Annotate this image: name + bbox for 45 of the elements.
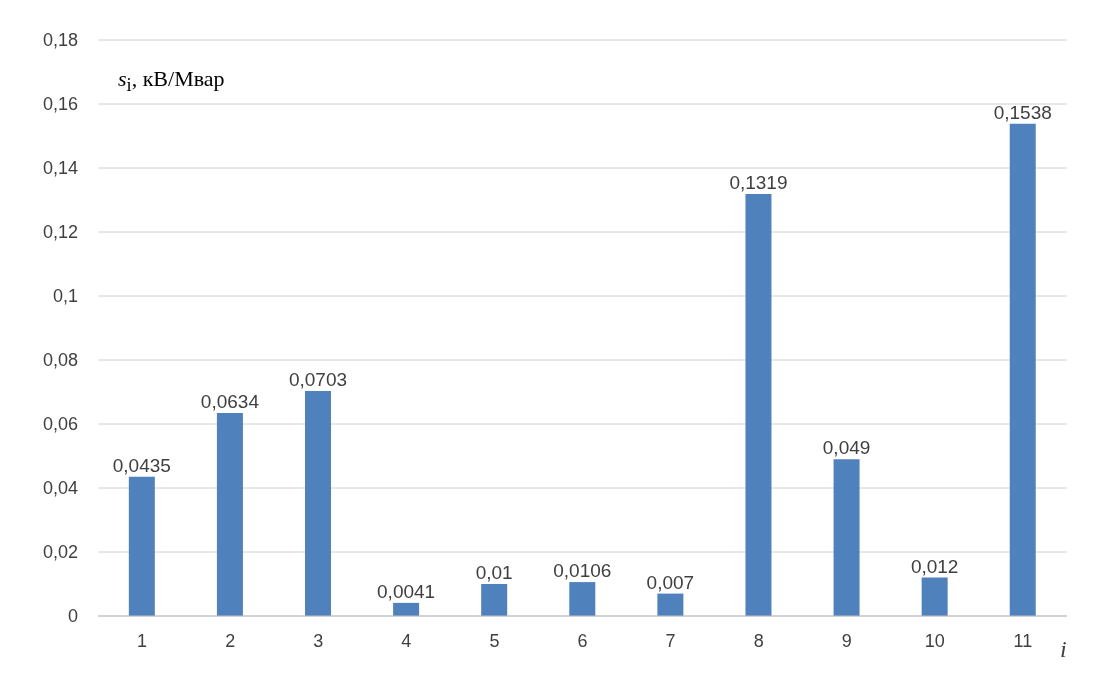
- y-tick-label: 0,08: [42, 350, 78, 371]
- data-label: 0,0634: [200, 391, 260, 413]
- bar: [569, 582, 596, 616]
- data-label: 0,012: [910, 555, 959, 577]
- bar: [657, 593, 684, 616]
- data-label: 0,01: [475, 562, 513, 583]
- x-tick-label: 2: [225, 630, 236, 651]
- data-label: 0,007: [646, 571, 695, 593]
- y-tick-label: 0,14: [42, 158, 78, 179]
- x-tick-label: 7: [665, 630, 676, 651]
- data-label: 0,0106: [553, 560, 612, 582]
- x-tick-label: 5: [489, 630, 500, 651]
- x-tick-label: 1: [137, 630, 148, 651]
- x-tick-label: 8: [753, 630, 764, 651]
- bar: [1009, 123, 1036, 616]
- x-tick-label: 6: [577, 630, 588, 651]
- x-tick-label: 11: [1013, 630, 1033, 651]
- bar: [481, 584, 508, 616]
- data-label: 0,1538: [993, 101, 1052, 123]
- y-tick-label: 0,02: [42, 542, 78, 563]
- bar: [216, 413, 243, 616]
- bar: [833, 459, 860, 616]
- data-label: 0,0703: [288, 369, 348, 391]
- bar: [393, 602, 420, 616]
- y-tick-label: 0,04: [42, 478, 78, 499]
- data-label: 0,1319: [729, 171, 788, 193]
- y-tick-label: 0,12: [42, 222, 78, 243]
- bar: [128, 476, 155, 616]
- y-tick-label: 0: [67, 606, 78, 627]
- y-tick-label: 0,18: [42, 30, 78, 51]
- x-tick-label: 10: [924, 630, 945, 651]
- y-tick-label: 0,1: [52, 286, 78, 307]
- x-tick-label: 9: [841, 630, 852, 651]
- y-axis-title: s$_{i}$, кВ/Мвар: [118, 66, 225, 97]
- bar: [305, 391, 332, 616]
- data-label: 0,049: [822, 437, 871, 459]
- x-tick-label: 3: [313, 630, 324, 651]
- x-tick-label: 4: [401, 630, 412, 651]
- bar: [745, 193, 772, 616]
- data-label: 0,0435: [112, 454, 171, 476]
- y-tick-label: 0,06: [42, 414, 78, 435]
- y-tick-label: 0,16: [42, 94, 78, 115]
- x-axis-title: i: [1060, 636, 1067, 663]
- bar: [921, 577, 948, 616]
- data-label: 0,0041: [377, 580, 436, 602]
